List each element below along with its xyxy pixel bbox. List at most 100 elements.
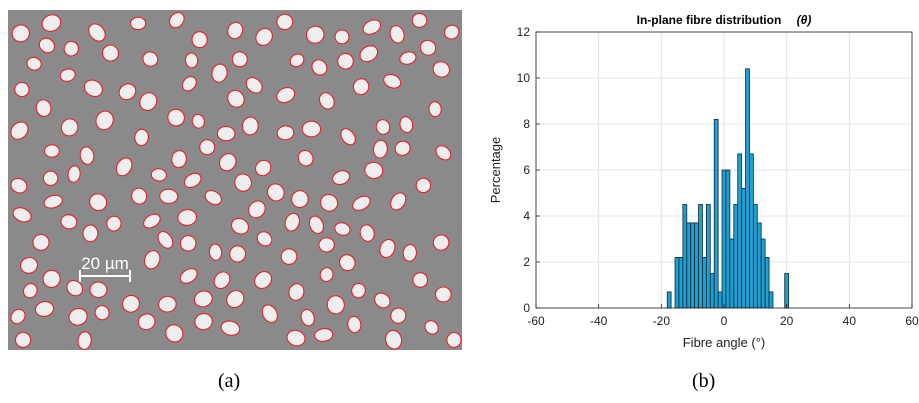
fibre-outline bbox=[276, 125, 295, 141]
fibre-outline bbox=[432, 61, 451, 78]
fibre-outline bbox=[255, 27, 273, 46]
fibre-outline bbox=[22, 283, 38, 299]
fibre-outline bbox=[20, 256, 38, 274]
fibre-outline bbox=[311, 59, 328, 76]
fibre-outline bbox=[95, 110, 114, 131]
chart-title: In-plane fibre distribution (θ) bbox=[637, 13, 812, 27]
fibre-outline bbox=[434, 286, 452, 303]
y-tick-label: 0 bbox=[523, 301, 530, 315]
fibre-outline bbox=[12, 207, 32, 223]
histogram-bar bbox=[705, 204, 711, 309]
fibre-outline bbox=[234, 173, 252, 192]
fibre-outline bbox=[177, 209, 198, 226]
fibre-outline bbox=[347, 315, 362, 334]
fibre-outline bbox=[220, 320, 241, 336]
fibre-outline bbox=[256, 231, 273, 247]
fibre-outline bbox=[338, 254, 356, 272]
fibre-outline bbox=[159, 188, 179, 204]
fibre-outline bbox=[364, 161, 384, 180]
fibre-outline bbox=[318, 92, 335, 110]
fibre-outline bbox=[216, 125, 236, 142]
scale-bar-label: 20 µm bbox=[81, 254, 129, 273]
histogram-bar bbox=[686, 222, 692, 309]
fibre-outline bbox=[432, 234, 450, 251]
y-tick-label: 12 bbox=[517, 25, 531, 39]
fibre-outline bbox=[211, 63, 228, 83]
fibre-outline bbox=[372, 139, 388, 159]
fibre-outline bbox=[402, 243, 417, 262]
fibre-outline bbox=[230, 217, 250, 235]
fibre-outline bbox=[179, 234, 197, 252]
fibre-outline bbox=[14, 331, 32, 348]
fibre-outline bbox=[218, 153, 237, 172]
fibre-outline bbox=[291, 190, 309, 209]
fibre-outline bbox=[359, 224, 375, 242]
fibre-outline bbox=[42, 170, 59, 187]
fibre-outline bbox=[286, 329, 306, 347]
fibre-outline bbox=[89, 193, 108, 212]
fibre-outline bbox=[226, 290, 245, 309]
fibre-outline bbox=[415, 177, 432, 194]
histogram-bar bbox=[709, 273, 715, 309]
histogram-bar bbox=[737, 153, 743, 309]
fibre-outline bbox=[424, 320, 439, 335]
fibre-outline bbox=[194, 312, 213, 331]
fibre-outline bbox=[150, 168, 168, 182]
fibre-outline bbox=[41, 14, 62, 32]
fibre-outline bbox=[284, 212, 300, 232]
x-tick-label: 40 bbox=[843, 314, 857, 328]
fibre-outline bbox=[435, 145, 452, 161]
histogram-bar bbox=[717, 291, 723, 309]
fibre-outline bbox=[184, 52, 199, 69]
histogram-bar bbox=[678, 256, 684, 309]
fibre-outline bbox=[143, 250, 161, 270]
fibre-outline bbox=[266, 183, 285, 202]
fibre-outline bbox=[379, 238, 396, 259]
fibre-outline bbox=[332, 170, 351, 186]
fibre-outline bbox=[208, 243, 223, 261]
fibre-outline bbox=[38, 37, 56, 54]
fibre-outline bbox=[334, 222, 351, 236]
x-axis-label: Fibre angle (°) bbox=[683, 335, 766, 350]
fibre-outline bbox=[43, 194, 63, 209]
fibre-outline bbox=[26, 56, 42, 71]
y-tick-label: 4 bbox=[523, 209, 530, 223]
fibre-outline bbox=[411, 12, 428, 28]
fibre-outline bbox=[261, 304, 278, 324]
fibre-outline bbox=[443, 24, 460, 40]
histogram-bar bbox=[721, 169, 727, 309]
x-tick-label: 20 bbox=[780, 314, 794, 328]
fibre-outline bbox=[385, 329, 403, 350]
fibre-outline bbox=[308, 215, 324, 235]
fibre-outline bbox=[300, 308, 315, 327]
x-tick-label: -20 bbox=[653, 314, 671, 328]
fibre-outline bbox=[383, 73, 402, 89]
fibre-outline bbox=[106, 215, 122, 232]
fibre-outline bbox=[171, 149, 187, 169]
fibre-outline bbox=[351, 282, 366, 299]
fibre-outline bbox=[399, 51, 417, 65]
fibre-outline bbox=[191, 113, 205, 129]
histogram-bar bbox=[682, 204, 688, 309]
fibre-outline bbox=[288, 283, 305, 301]
histogram-bar bbox=[713, 119, 719, 309]
histogram-bar bbox=[702, 256, 707, 309]
fibre-outline bbox=[394, 140, 411, 156]
fibre-outline bbox=[204, 190, 222, 206]
fibre-outline bbox=[301, 120, 322, 138]
fibre-outline bbox=[319, 267, 334, 283]
fibre-outline bbox=[276, 13, 294, 31]
x-axis-ticks: -60 -40 -20 0 20 40 60 bbox=[527, 304, 919, 328]
fibre-outline bbox=[179, 268, 198, 284]
fibre-outline bbox=[168, 11, 185, 29]
panel-label-b: (b) bbox=[692, 370, 716, 392]
fibre-outline bbox=[14, 81, 30, 98]
fibre-outline bbox=[158, 295, 177, 313]
fibre-outline bbox=[10, 177, 28, 194]
fibre-outline bbox=[67, 165, 81, 183]
fibre-outline bbox=[11, 24, 31, 43]
fibre-outline bbox=[412, 272, 429, 288]
fibre-outline bbox=[248, 200, 266, 219]
fibre-outline bbox=[131, 187, 148, 205]
fibre-outline bbox=[43, 144, 60, 158]
